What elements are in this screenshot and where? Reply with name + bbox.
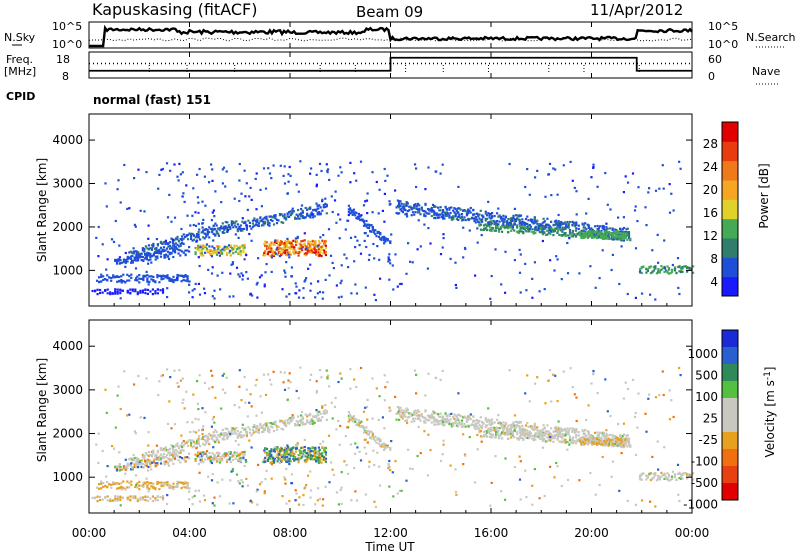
n-sky-label: N.Sky <box>4 31 36 44</box>
colorbar-tick: 1000 <box>687 347 718 361</box>
noise-left-tick-bottom: 10^0 <box>52 38 82 51</box>
power-cells <box>91 160 695 302</box>
x-tick-label: 08:00 <box>273 526 308 540</box>
power-panel: 1000 2000 3000 4000 Slant Range [km] 28 24 20… <box>35 113 771 307</box>
y-tick-label: 2000 <box>52 220 83 234</box>
freq-tick-top: 18 <box>56 53 70 66</box>
velocity-y-ticks: 1000 2000 3000 4000 <box>52 339 692 484</box>
velocity-cells <box>91 366 695 509</box>
x-tick-label: 00:00 <box>675 526 710 540</box>
y-tick-label: 4000 <box>52 339 83 353</box>
noise-left-tick-top: 10^5 <box>52 20 82 33</box>
colorbar-tick: 8 <box>710 252 718 266</box>
nave-dips <box>148 65 640 72</box>
colorbar-tick: 28 <box>703 137 718 151</box>
y-tick-label: 3000 <box>52 177 83 191</box>
colorbar-tick: 25 <box>703 412 718 426</box>
y-tick-label: 1000 <box>52 263 83 277</box>
colorbar-tick: 24 <box>703 160 718 174</box>
date-title: 11/Apr/2012 <box>590 1 683 19</box>
nave-label: Nave <box>752 65 780 78</box>
nave-tick-top: 60 <box>708 53 722 66</box>
colorbar-tick: 20 <box>703 183 718 197</box>
cpid-mode: normal (fast) 151 <box>93 93 211 107</box>
cpid-label: CPID <box>6 90 35 103</box>
noise-right-tick-bottom: 10^0 <box>708 38 738 51</box>
colorbar-tick: 16 <box>703 206 718 220</box>
noise-right-tick-top: 10^5 <box>708 20 738 33</box>
x-tick-label: 00:00 <box>72 526 107 540</box>
x-tick-label: 16:00 <box>474 526 509 540</box>
colorbar-tick: -1000 <box>683 498 718 512</box>
colorbar-tick: -500 <box>691 476 718 490</box>
n-search-label: N.Search <box>746 31 796 44</box>
x-tick-label: 20:00 <box>574 526 609 540</box>
y-tick-label: 2000 <box>52 427 83 441</box>
freq-tick-bottom: 8 <box>62 70 69 83</box>
y-tick-label: 1000 <box>52 470 83 484</box>
velocity-ylabel: Slant Range [km] <box>35 358 49 462</box>
freq-unit-label: [MHz] <box>4 65 36 78</box>
freq-line <box>89 56 692 72</box>
colorbar-tick: -100 <box>691 455 718 469</box>
power-colorbar: 28 24 20 16 12 8 4 <box>703 121 739 297</box>
x-tick-label: 12:00 <box>373 526 408 540</box>
power-cbar-label: Power [dB] <box>757 163 771 228</box>
noise-panel: N.Sky 10^5 10^0 10^5 10^0 N.Search <box>4 20 796 51</box>
colorbar-tick: -25 <box>698 433 718 447</box>
freq-label: Freq. <box>6 53 33 66</box>
noise-sky-line <box>89 24 693 48</box>
colorbar-tick: 12 <box>703 229 718 243</box>
power-ylabel: Slant Range [km] <box>35 158 49 262</box>
x-tick-label: 04:00 <box>172 526 207 540</box>
noise-search-line <box>88 37 693 42</box>
station-title: Kapuskasing (fitACF) <box>92 0 257 19</box>
power-y-ticks: 1000 2000 3000 4000 <box>52 133 692 277</box>
freq-panel: Freq. [MHz] 18 8 60 0 Nave <box>4 51 780 85</box>
velocity-colorbar: 1000 500 100 25 -25 -100 -500 -1000 <box>683 329 739 512</box>
colorbar-tick: 4 <box>710 275 718 289</box>
x-axis-label: Time UT <box>364 540 415 554</box>
colorbar-tick: 100 <box>695 390 718 404</box>
beam-title: Beam 09 <box>356 3 423 21</box>
velocity-panel: 1000 2000 3000 4000 Slant Range [km] 1000 50… <box>35 319 777 514</box>
y-tick-label: 3000 <box>52 383 83 397</box>
nave-tick-bottom: 0 <box>708 70 715 83</box>
colorbar-tick: 500 <box>695 369 718 383</box>
x-axis-ticks: 00:00 04:00 08:00 12:00 16:00 20:00 00:00 <box>72 22 710 540</box>
velocity-cbar-label: Velocity [m s-1] <box>763 367 777 458</box>
y-tick-label: 4000 <box>52 133 83 147</box>
